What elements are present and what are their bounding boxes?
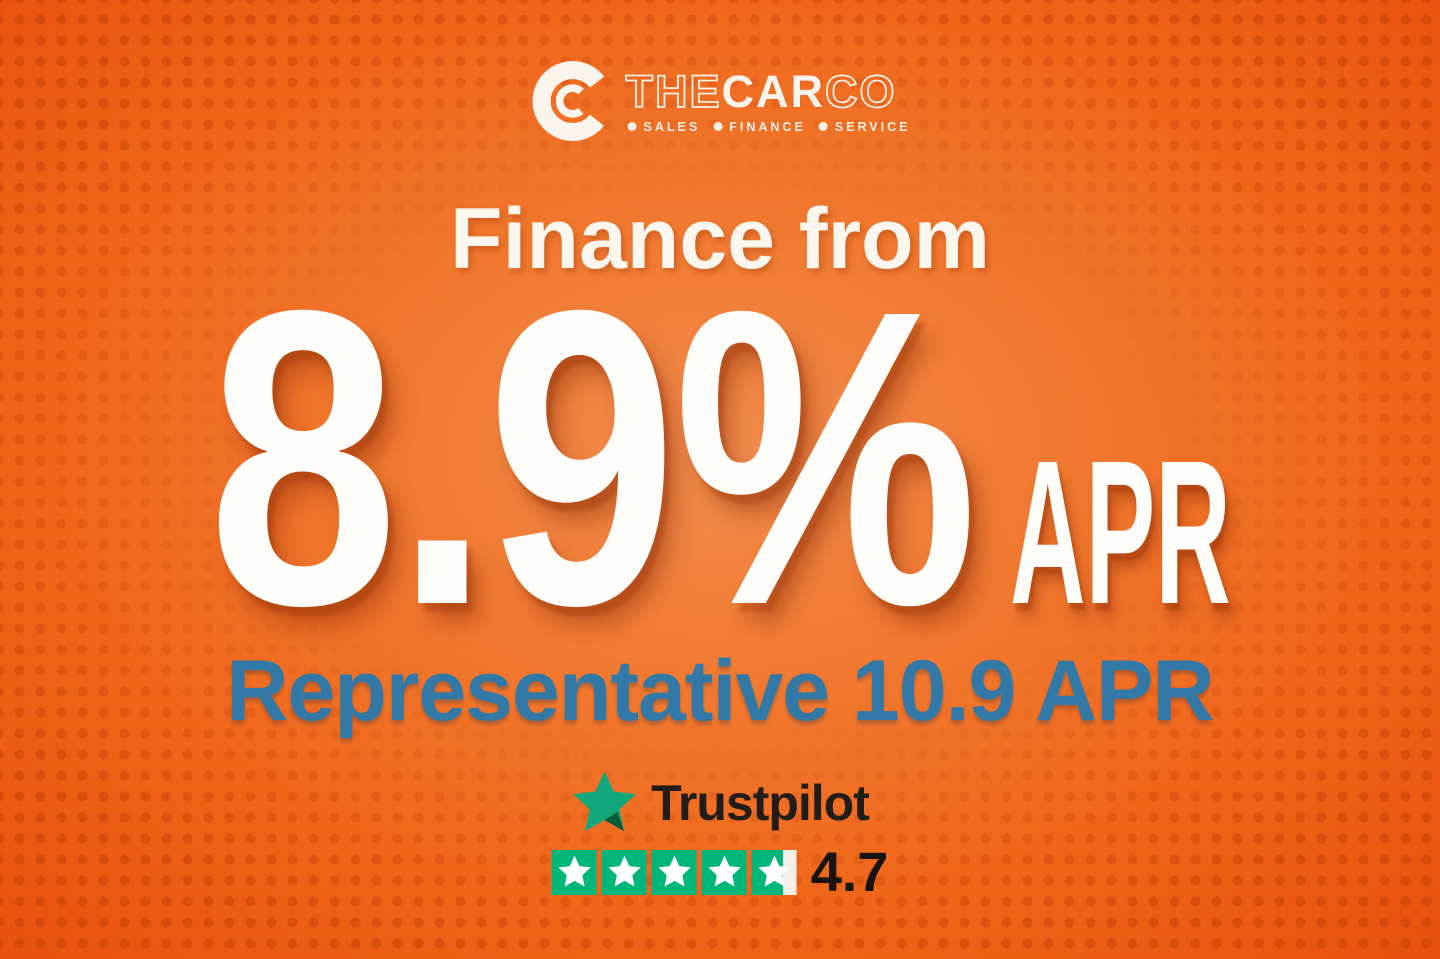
trustpilot-widget: Trustpilot 4.7 [551,770,889,903]
representative-apr-text: Representative 10.9 APR [226,643,1214,739]
offer-rate-unit: APR [1010,418,1231,647]
offer-heading: Finance from [450,191,990,287]
brand-tagline: SALES FINANCE SERVICE [626,120,911,134]
brand-word-car: CAR [721,65,826,117]
trustpilot-star-box [551,849,597,895]
trustpilot-star-box [601,849,647,895]
trustpilot-star-box [651,849,697,895]
offer-rate-value: 8.9% [208,224,978,693]
bullet-icon [627,122,637,131]
trustpilot-star-box [751,849,797,895]
tagline-sales: SALES [643,119,701,134]
brand-word-co: CO [824,65,897,117]
brand-wordmark: THECARCO [625,65,897,117]
trustpilot-rating-stars [551,849,797,895]
brand-logo-text: THECARCO SALES FINANCE SERVICE [625,65,911,134]
tagline-finance: FINANCE [729,119,806,134]
trustpilot-star-box [701,849,747,895]
trustpilot-logo-row: Trustpilot [571,770,870,836]
trustpilot-score: 4.7 [810,840,889,903]
bullet-icon [818,122,828,131]
carco-double-c-icon [532,61,613,141]
bullet-icon [713,122,723,131]
trustpilot-star-icon [572,771,636,832]
tagline-service: SERVICE [834,119,911,134]
trustpilot-rating-row: 4.7 [551,840,889,903]
offer-rate-box: 8.9% [208,224,988,693]
offer-rate-unit-box: APR [1010,418,1232,647]
brand-word-the: THE [625,65,722,117]
brand-logo: THECARCO SALES FINANCE SERVICE [530,58,911,144]
offer-rate-line: 8.9% APR [0,224,1440,693]
trustpilot-wordmark: Trustpilot [651,775,870,831]
